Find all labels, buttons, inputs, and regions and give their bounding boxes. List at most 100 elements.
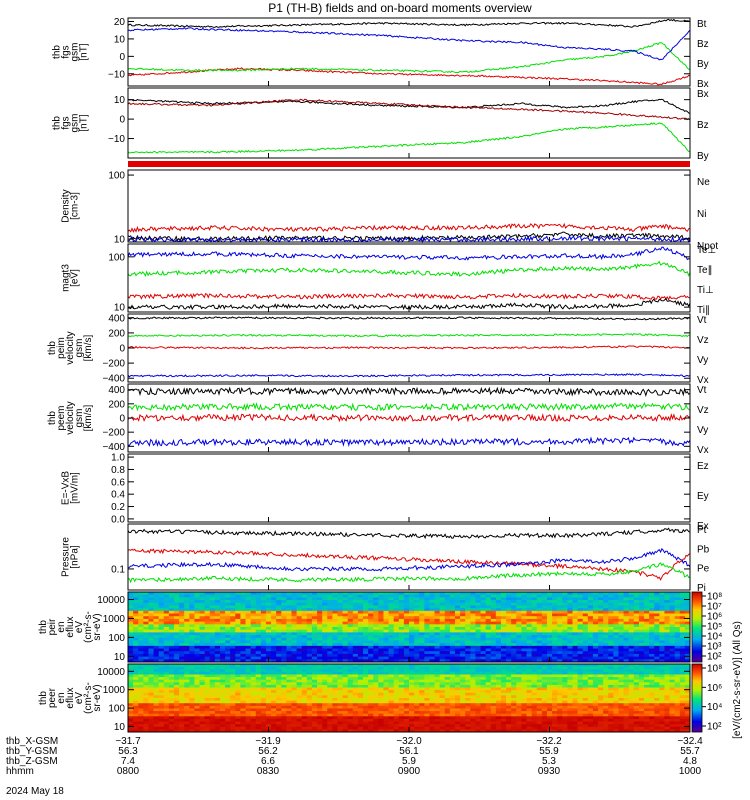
spectrogram-cell bbox=[383, 700, 389, 704]
spectrogram-cell bbox=[506, 692, 512, 696]
spectrogram-cell bbox=[230, 703, 236, 707]
spectrogram-cell bbox=[541, 635, 548, 639]
spectrogram-cell bbox=[444, 637, 451, 641]
spectrogram-cell bbox=[296, 664, 303, 668]
spectrogram-cell bbox=[414, 602, 420, 606]
spectrogram-cell bbox=[470, 703, 476, 707]
spectrogram-cell bbox=[317, 690, 323, 694]
spectrogram-cell bbox=[352, 637, 359, 641]
spectrogram-cell bbox=[644, 605, 650, 609]
spectrogram-cell bbox=[674, 690, 681, 694]
spectrogram-cell bbox=[240, 703, 246, 707]
spectrogram-cell bbox=[490, 700, 497, 704]
spectrogram-cell bbox=[347, 621, 354, 625]
spectrogram-cell bbox=[281, 643, 287, 647]
spectrogram-cell bbox=[260, 594, 267, 598]
spectrogram-cell bbox=[592, 677, 599, 681]
spectrogram-cell bbox=[567, 610, 573, 614]
spectrogram-cell bbox=[179, 635, 185, 639]
spectrogram-cell bbox=[674, 621, 681, 625]
spectrogram-cell bbox=[679, 640, 686, 644]
spectrogram-cell bbox=[552, 698, 558, 702]
spectrogram-cell bbox=[209, 602, 216, 606]
spectrogram-cell bbox=[393, 613, 400, 617]
spectrogram-cell bbox=[429, 674, 435, 678]
spectrogram-cell bbox=[158, 698, 165, 702]
spectrogram-cell bbox=[352, 703, 359, 707]
spectrogram-cell bbox=[368, 705, 374, 709]
spectrogram-cell bbox=[276, 656, 282, 660]
spectrogram-cell bbox=[153, 635, 160, 639]
spectrogram-cell bbox=[541, 648, 548, 652]
spectrogram-cell bbox=[470, 669, 476, 673]
spectrogram-cell bbox=[582, 616, 589, 620]
spectrogram-cell bbox=[128, 632, 134, 636]
spectrogram-cell bbox=[194, 621, 200, 625]
y-tick-label: −10 bbox=[108, 69, 125, 80]
spectrogram-cell bbox=[398, 621, 405, 625]
spectrogram-cell bbox=[403, 640, 410, 644]
spectrogram-cell bbox=[603, 635, 609, 639]
spectrogram-cell bbox=[199, 671, 206, 675]
spectrogram-cell bbox=[567, 643, 573, 647]
spectrogram-cell bbox=[577, 613, 584, 617]
spectrogram-cell bbox=[567, 605, 573, 609]
spectrogram-cell bbox=[449, 703, 456, 707]
spectrogram-cell bbox=[322, 656, 328, 660]
spectrogram-cell bbox=[322, 669, 328, 673]
spectrogram-cell bbox=[209, 637, 216, 641]
spectrogram-cell bbox=[608, 605, 614, 609]
spectrogram-cell bbox=[337, 643, 343, 647]
spectrogram-cell bbox=[465, 602, 471, 606]
spectrogram-cell bbox=[659, 616, 665, 620]
spectrogram-cell bbox=[475, 602, 481, 606]
spectrogram-cell bbox=[352, 613, 359, 617]
spectrogram-cell bbox=[128, 594, 134, 598]
spectrogram-cell bbox=[337, 629, 343, 633]
spectrogram-cell bbox=[153, 613, 160, 617]
spectrogram-cell bbox=[143, 687, 149, 691]
spectrogram-cell bbox=[679, 635, 686, 639]
spectrogram-cell bbox=[638, 594, 645, 598]
spectrogram-cell bbox=[204, 637, 211, 641]
spectrogram-cell bbox=[409, 705, 415, 709]
spectrogram-cell bbox=[265, 648, 272, 652]
spectrogram-cell bbox=[598, 698, 604, 702]
spectrogram-cell bbox=[552, 671, 558, 675]
spectrogram-cell bbox=[521, 616, 527, 620]
spectrogram-cell bbox=[557, 640, 563, 644]
spectrogram-cell bbox=[311, 621, 318, 625]
spectrogram-cell bbox=[363, 640, 369, 644]
spectrogram-cell bbox=[235, 608, 241, 612]
spectrogram-cell bbox=[490, 651, 497, 655]
spectrogram-cell bbox=[434, 698, 441, 702]
spectrogram-cell bbox=[383, 627, 389, 631]
spectrogram-cell bbox=[173, 679, 180, 683]
spectrogram-cell bbox=[516, 597, 522, 601]
spectrogram-cell bbox=[332, 592, 338, 596]
spectrogram-cell bbox=[368, 656, 374, 660]
spectrogram-cell bbox=[225, 600, 231, 604]
spectrogram-cell bbox=[424, 610, 430, 614]
spectrogram-cell bbox=[138, 616, 144, 620]
spectrogram-cell bbox=[388, 613, 395, 617]
spectrogram-cell bbox=[291, 703, 297, 707]
spectrogram-cell bbox=[470, 610, 476, 614]
spectrogram-cell bbox=[189, 640, 195, 644]
spectrogram-cell bbox=[219, 656, 226, 660]
spectrogram-cell bbox=[623, 613, 630, 617]
spectrogram-cell bbox=[541, 700, 548, 704]
spectrogram-cell bbox=[659, 648, 665, 652]
spectrogram-cell bbox=[495, 690, 502, 694]
spectrogram-cell bbox=[271, 674, 277, 678]
spectrogram-cell bbox=[541, 669, 548, 673]
spectrogram-cell bbox=[296, 674, 303, 678]
spectrogram-cell bbox=[552, 632, 558, 636]
spectrogram-cell bbox=[311, 624, 318, 628]
spectrogram-cell bbox=[669, 684, 676, 688]
spectrogram-cell bbox=[409, 629, 415, 633]
spectrogram-cell bbox=[603, 640, 609, 644]
spectrogram-cell bbox=[245, 682, 252, 686]
spectrogram-cell bbox=[199, 610, 206, 614]
spectrogram-cell bbox=[398, 684, 405, 688]
